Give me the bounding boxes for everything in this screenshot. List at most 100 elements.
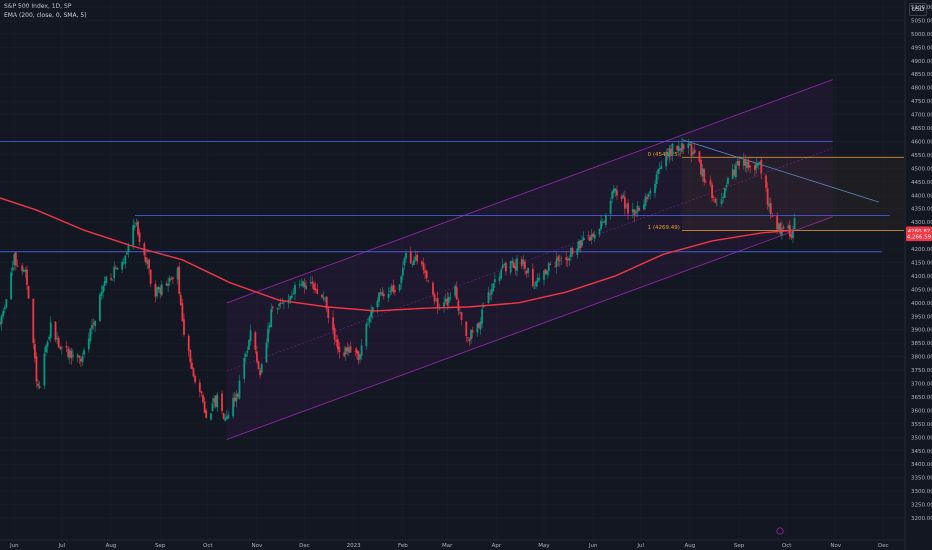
candle-body [738,160,740,166]
candle-body [505,262,507,272]
price-tick-label: 4850.00 [911,72,932,78]
candle-body [623,197,626,209]
time-tick-label: Aug [685,543,696,549]
candle-body [582,237,585,241]
candle-body [233,397,236,401]
candle-body [503,263,506,266]
candle-body [100,291,103,296]
candle-body [260,364,263,373]
candle-body [566,258,569,261]
candle-body [32,298,35,343]
time-tick-label: Oct [782,543,792,549]
candle-body [170,279,173,280]
candle-body [336,339,339,350]
candle-body [389,290,392,293]
candle-body [734,165,737,178]
time-tick-label: Jul [636,543,644,549]
candle-body [354,351,357,352]
candle-body [382,293,385,297]
candle-body [577,241,580,251]
candle-body [238,380,241,399]
symbol-title[interactable]: S&P 500 Index, 1D, SP [4,3,72,10]
indicator-label[interactable]: EMA (200, close, 0, SMA, 5) [4,12,87,19]
candle-body [37,383,39,386]
price-tick-label: 4100.00 [911,274,932,280]
candle-body [571,248,574,254]
candle-body [416,254,419,262]
candle-body [227,414,230,419]
candle-body [727,178,729,184]
candle-body [457,300,460,311]
candle-body [221,393,223,412]
trendline [681,139,879,203]
candle-body [376,300,379,308]
candle-body [516,258,518,271]
currency-button[interactable]: USD [909,3,927,16]
candle-body [555,258,558,267]
candle-body [425,270,428,279]
candle-body [703,169,706,183]
candle-body [565,257,568,260]
channel-mid-line [226,147,833,372]
candle-body [281,302,284,304]
candle-body [122,262,125,264]
candle-body [116,268,119,270]
candle-body [492,283,495,292]
price-tick-label: 3950.00 [911,314,932,320]
candle-body [390,286,393,292]
grid-layer [0,0,904,540]
candle-body [327,308,330,318]
candle-body [3,307,6,310]
candle-body [225,416,228,420]
candle-body [769,203,772,214]
candle-body [65,345,68,348]
candle-body [132,225,135,246]
candle-body [712,196,715,198]
price-tick-label: 3800.00 [911,355,932,361]
candle-body [35,356,38,382]
candle-body [205,410,208,419]
candle-body [544,269,547,274]
price-tick-label: 4900.00 [911,59,932,65]
candle-body [222,413,225,419]
candle-body [466,337,469,338]
candle-body [560,258,563,259]
time-tick-label: Mar [442,543,453,549]
time-tick-label: Nov [830,543,841,549]
candle-body [465,321,468,336]
candle-body [279,302,282,304]
price-tick-label: 4950.00 [911,45,932,51]
candle-body [444,298,447,302]
candle-body [755,163,758,169]
candle-body [424,270,426,273]
candle-body [148,259,150,269]
price-tick-label: 4350.00 [911,207,932,213]
candle-body [183,319,185,335]
candle-body [714,198,717,203]
candle-body [742,159,745,166]
candle-body [45,345,47,353]
price-tick-label: 3850.00 [911,341,932,347]
candle-body [501,264,504,269]
channel-lower-line [226,216,833,440]
candle-body [647,194,650,198]
candle-body [72,354,74,357]
candle-body [490,289,493,295]
candle-body [124,255,127,265]
candle-body [622,195,625,198]
candle-body [213,397,216,403]
candle-body [325,296,328,309]
candle-body [259,370,261,376]
candle-body [666,152,669,156]
candle-body [760,159,763,174]
candle-body [715,203,718,205]
candle-body [248,340,250,350]
candle-body [636,205,639,212]
candle-body [187,335,190,351]
candle-body [99,294,101,321]
time-tick-label: 2023 [347,543,361,549]
candle-body [531,268,534,287]
candle-body [481,309,484,324]
candle-body [533,287,536,289]
